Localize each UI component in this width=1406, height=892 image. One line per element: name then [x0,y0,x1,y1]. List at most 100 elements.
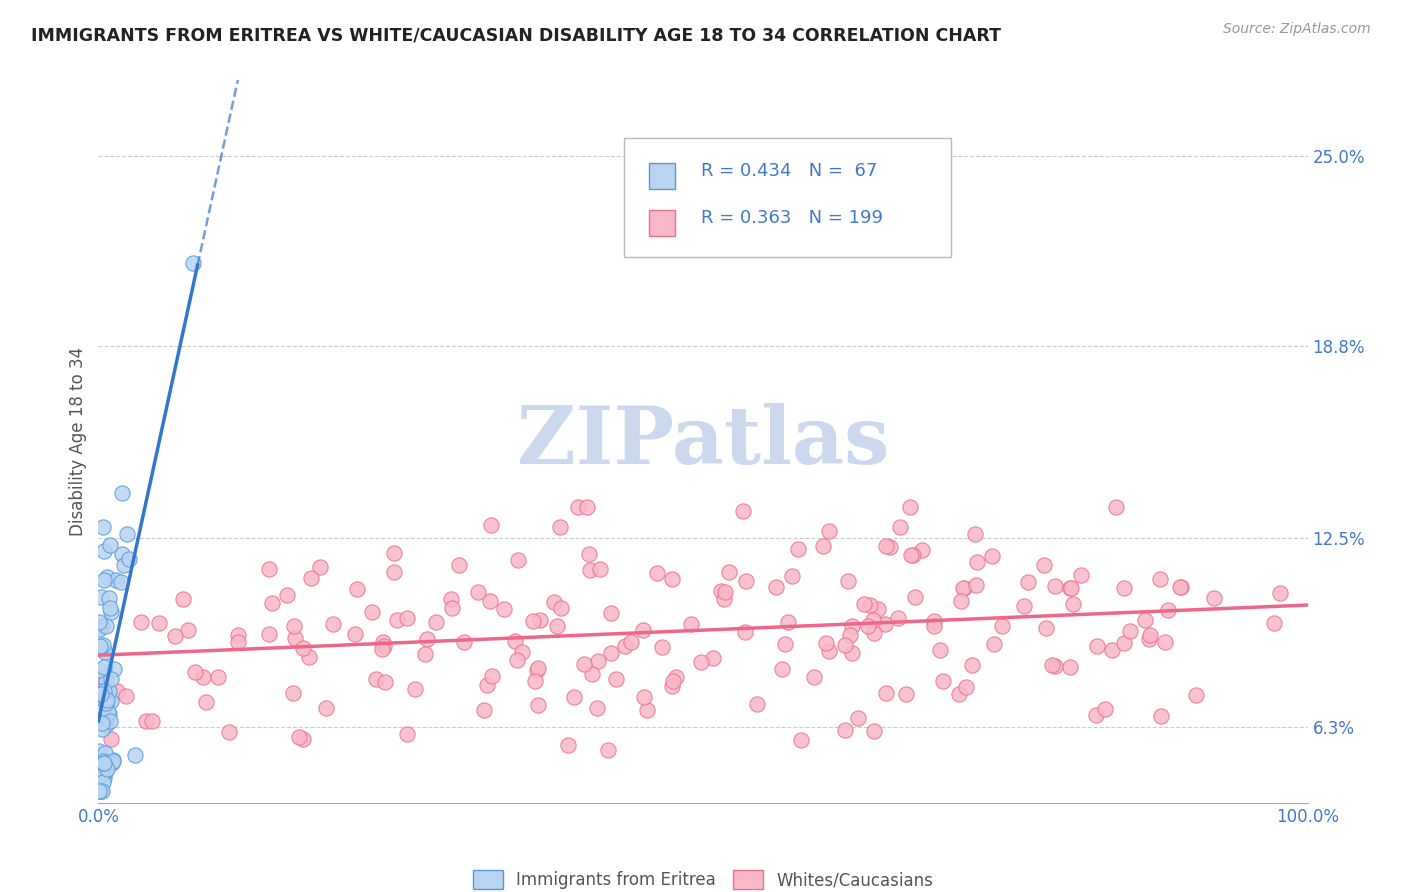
Point [91,783,114,797]
Point [952,581,974,595]
Point [834,723,856,738]
Point [96,570,118,584]
Point [291,731,314,746]
Point [575,500,598,514]
Point [846,711,869,725]
Point [965,578,987,592]
Point [1202,591,1225,605]
Point [1170,580,1192,594]
FancyBboxPatch shape [648,163,675,189]
Point [90,687,112,701]
Point [952,581,974,595]
Point [276,589,298,603]
Point [780,568,803,582]
Point [543,594,565,608]
Point [346,582,368,597]
Point [665,670,688,684]
Point [100,731,122,746]
Point [100,672,122,686]
Point [91,754,114,768]
Point [91,670,114,684]
Point [101,756,124,770]
Point [395,610,418,624]
Point [879,541,901,555]
Point [841,646,863,660]
Point [103,663,125,677]
Point [441,601,464,615]
Point [308,559,330,574]
Point [651,640,673,654]
Point [373,635,395,649]
Text: Source: ZipAtlas.com: Source: ZipAtlas.com [1223,22,1371,37]
Point [599,646,621,660]
Point [181,256,204,270]
Point [875,617,897,632]
Point [1033,558,1056,572]
Point [1045,659,1067,673]
Point [620,635,643,649]
Point [948,688,970,702]
Point [93,702,115,716]
Point [115,689,138,703]
Point [226,635,249,649]
Point [481,669,503,683]
Point [702,651,724,665]
Point [524,673,547,688]
Point [1157,603,1180,617]
Point [931,673,953,688]
Point [396,727,419,741]
Point [382,566,405,580]
Point [98,538,121,552]
Text: IMMIGRANTS FROM ERITREA VS WHITE/CAUCASIAN DISABILITY AGE 18 TO 34 CORRELATION C: IMMIGRANTS FROM ERITREA VS WHITE/CAUCASI… [31,27,1001,45]
Point [589,562,612,576]
Point [983,637,1005,651]
Point [1085,708,1108,723]
Point [98,684,121,698]
Point [97,591,120,605]
Point [661,572,683,586]
Point [790,733,813,747]
Point [900,549,922,563]
Point [93,710,115,724]
Point [1101,643,1123,657]
Point [875,686,897,700]
Point [298,649,321,664]
Point [733,503,755,517]
Point [1114,581,1136,595]
Point [315,701,337,715]
Point [1154,635,1177,649]
Point [636,703,658,717]
Point [371,642,394,657]
Point [772,663,794,677]
Point [91,638,114,652]
Point [546,619,568,633]
Point [1112,635,1135,649]
Point [90,768,112,782]
Point [91,775,114,789]
Point [93,687,115,701]
Point [710,583,733,598]
Point [111,486,134,500]
Point [852,598,875,612]
Point [284,631,307,645]
Point [765,580,787,594]
Point [184,665,207,679]
Point [1119,624,1142,639]
Point [510,645,533,659]
Point [1168,580,1191,594]
Point [862,613,884,627]
Point [1137,632,1160,646]
Point [413,647,436,661]
Point [681,617,703,632]
Y-axis label: Disability Age 18 to 34: Disability Age 18 to 34 [69,347,87,536]
Point [93,544,115,558]
Point [965,526,987,541]
Point [773,637,796,651]
Point [94,697,117,711]
Point [868,602,890,616]
Point [467,585,489,599]
Point [633,690,655,704]
Point [91,756,114,770]
Point [100,694,122,708]
Point [950,594,973,608]
